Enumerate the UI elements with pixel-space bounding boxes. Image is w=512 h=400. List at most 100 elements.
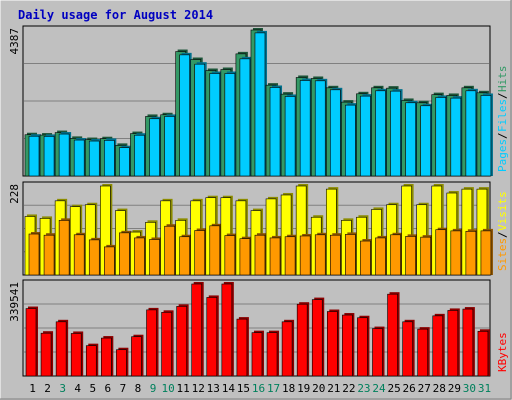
x-tick-label: 16 (252, 382, 265, 395)
x-tick-label: 15 (237, 382, 250, 395)
panel-visits-sites: 228 Sites/Visits (8, 181, 509, 276)
x-tick-label: 12 (192, 382, 205, 395)
x-tick-label: 19 (297, 382, 310, 395)
bar-files (405, 100, 418, 177)
bar-files (104, 138, 117, 177)
x-tick-label: 30 (463, 382, 476, 395)
x-tick-label: 11 (177, 382, 190, 395)
bar-sites (420, 235, 433, 276)
bar-kbytes (161, 310, 174, 377)
bar-kbytes (342, 313, 355, 377)
bar-files (435, 95, 448, 177)
bar-sites (480, 228, 493, 276)
bar-sites (119, 230, 132, 276)
x-tick-label: 26 (403, 382, 416, 395)
legend-visits-sites: Sites/Visits (496, 191, 509, 271)
chart-title: Daily usage for August 2014 (18, 8, 213, 22)
bar-files (88, 139, 102, 177)
bar-files (420, 103, 433, 177)
panel-kbytes: 339541 KBytes (8, 279, 509, 377)
bar-kbytes (206, 295, 219, 377)
bar-files (209, 71, 222, 177)
x-tick-label: 23 (357, 382, 370, 395)
bar-sites (88, 237, 102, 276)
bar-sites (43, 233, 57, 276)
x-tick-label: 7 (120, 382, 127, 395)
bar-files (450, 96, 463, 177)
legend-kbytes: KBytes (496, 332, 509, 372)
bar-kbytes (266, 330, 280, 377)
bar-sites (224, 233, 237, 276)
x-tick-label: 27 (418, 382, 431, 395)
bar-kbytes (402, 319, 415, 377)
bar-sites (314, 232, 328, 276)
bar-kbytes (311, 297, 325, 377)
bar-sites (134, 235, 147, 276)
bar-kbytes (221, 282, 234, 377)
legend-separator: / (496, 231, 509, 238)
x-axis: 1 2 3 4 5 6 7 8 9 10 11 12 13 14 15 16 17 18 19 20 21 22 23 24 2… (29, 382, 491, 395)
bar-kbytes (25, 306, 38, 377)
bar-sites (209, 223, 222, 276)
bar-sites (149, 237, 162, 276)
legend-separator: / (496, 92, 509, 99)
bar-sites (58, 218, 72, 276)
bar-kbytes (176, 304, 189, 377)
bar-sites (164, 224, 177, 276)
bar-kbytes (55, 319, 69, 377)
bar-kbytes (146, 307, 159, 377)
bar-sites (435, 227, 448, 276)
bar-files (284, 94, 298, 177)
bar-kbytes (40, 331, 54, 377)
bar-kbytes (116, 347, 129, 377)
bar-kbytes (447, 308, 460, 377)
bar-sites (299, 233, 313, 276)
panel-max-label: 228 (8, 184, 21, 204)
bar-kbytes (191, 282, 204, 377)
legend-visits: Visits (496, 191, 509, 231)
x-tick-label: 29 (448, 382, 461, 395)
x-tick-label: 13 (207, 382, 220, 395)
bar-sites (28, 232, 41, 276)
x-tick-label: 18 (282, 382, 295, 395)
bar-sites (375, 235, 388, 276)
bar-sites (329, 233, 343, 276)
bar-sites (360, 239, 373, 276)
bar-files (164, 114, 177, 177)
legend-kbytes: KBytes (496, 332, 509, 372)
bar-files (299, 78, 313, 177)
bar-sites (284, 234, 298, 276)
x-tick-label: 24 (372, 382, 386, 395)
x-tick-label: 6 (105, 382, 112, 395)
bar-files (149, 116, 162, 177)
x-tick-label: 31 (478, 382, 491, 395)
x-tick-label: 17 (267, 382, 280, 395)
x-tick-label: 9 (150, 382, 157, 395)
bar-sites (405, 234, 418, 276)
bar-sites (239, 236, 252, 276)
legend-separator: / (496, 132, 509, 139)
bar-files (390, 89, 403, 177)
bar-sites (390, 232, 403, 276)
panel-max-label: 339541 (8, 282, 21, 322)
x-tick-label: 28 (433, 382, 446, 395)
bar-sites (465, 229, 478, 276)
bar-kbytes (357, 315, 370, 377)
bar-sites (254, 233, 267, 276)
legend-sites: Sites (496, 238, 509, 271)
bar-kbytes (387, 292, 400, 377)
bar-files (239, 56, 252, 177)
x-tick-label: 3 (59, 382, 66, 395)
bar-files (254, 30, 267, 177)
bar-kbytes (296, 302, 310, 377)
bar-sites (104, 244, 117, 276)
bar-sites (345, 232, 358, 276)
bar-sites (179, 234, 192, 276)
bar-kbytes (101, 336, 114, 377)
bar-sites (73, 232, 87, 276)
bar-files (119, 145, 132, 177)
x-tick-label: 21 (327, 382, 340, 395)
bar-sites (450, 228, 463, 276)
x-tick-label: 1 (29, 382, 36, 395)
